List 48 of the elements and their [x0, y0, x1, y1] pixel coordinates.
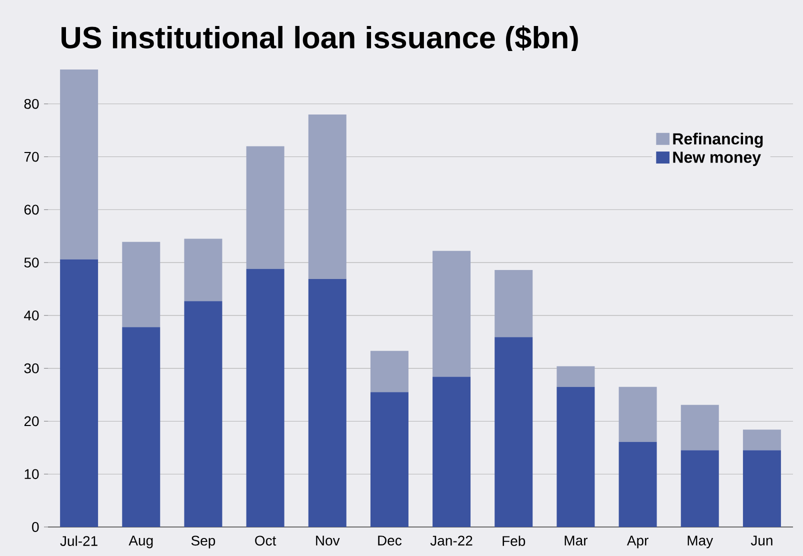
y-tick-label: 40	[24, 310, 39, 320]
x-tick-label: Aug	[128, 536, 153, 548]
x-tick-label: Dec	[378, 536, 402, 546]
bar	[246, 268, 284, 527]
bar	[680, 404, 719, 450]
bar	[494, 270, 533, 338]
x-tick-label: Jul-21	[60, 536, 98, 546]
y-tick-label: 70	[24, 152, 39, 162]
x-tick-label: Sep	[191, 536, 216, 548]
bar	[680, 450, 719, 527]
legend-label: New money	[673, 152, 761, 166]
y-tick-label: 0	[32, 522, 39, 532]
bar	[122, 327, 160, 527]
bar	[556, 366, 595, 387]
x-tick-label: Nov	[316, 536, 340, 546]
y-tick-label: 80	[24, 98, 39, 109]
bar	[60, 259, 98, 527]
bar	[60, 70, 98, 260]
bar	[742, 430, 781, 450]
x-tick-label: May	[688, 536, 714, 548]
bar	[432, 250, 471, 377]
y-tick-label: 50	[24, 258, 39, 268]
bar	[618, 442, 657, 527]
chart-title: US institutional loan issuance ($bn)	[62, 25, 578, 55]
legend-label: Refinancing	[673, 132, 763, 148]
x-tick-label: Apr	[626, 536, 648, 548]
bar	[556, 386, 595, 527]
y-tick-label: 30	[24, 363, 39, 374]
y-tick-label: 20	[24, 416, 39, 426]
bar	[246, 146, 284, 269]
bar	[184, 238, 222, 302]
x-tick-label: Oct	[255, 536, 276, 546]
bar	[122, 242, 160, 328]
bar	[494, 337, 533, 527]
y-tick-label: 60	[24, 204, 39, 215]
bar	[370, 350, 408, 392]
y-tick-label: 10	[24, 469, 39, 480]
bar	[618, 386, 657, 442]
bar	[370, 392, 408, 527]
x-tick-label: Jan-22	[430, 536, 472, 546]
bar	[432, 376, 471, 527]
bar	[308, 114, 346, 279]
x-tick-label: Jun	[750, 536, 772, 546]
bar	[308, 278, 346, 527]
x-tick-label: Mar	[564, 536, 588, 546]
bar	[184, 301, 222, 527]
bar	[742, 450, 781, 527]
x-tick-label: Feb	[502, 536, 526, 546]
